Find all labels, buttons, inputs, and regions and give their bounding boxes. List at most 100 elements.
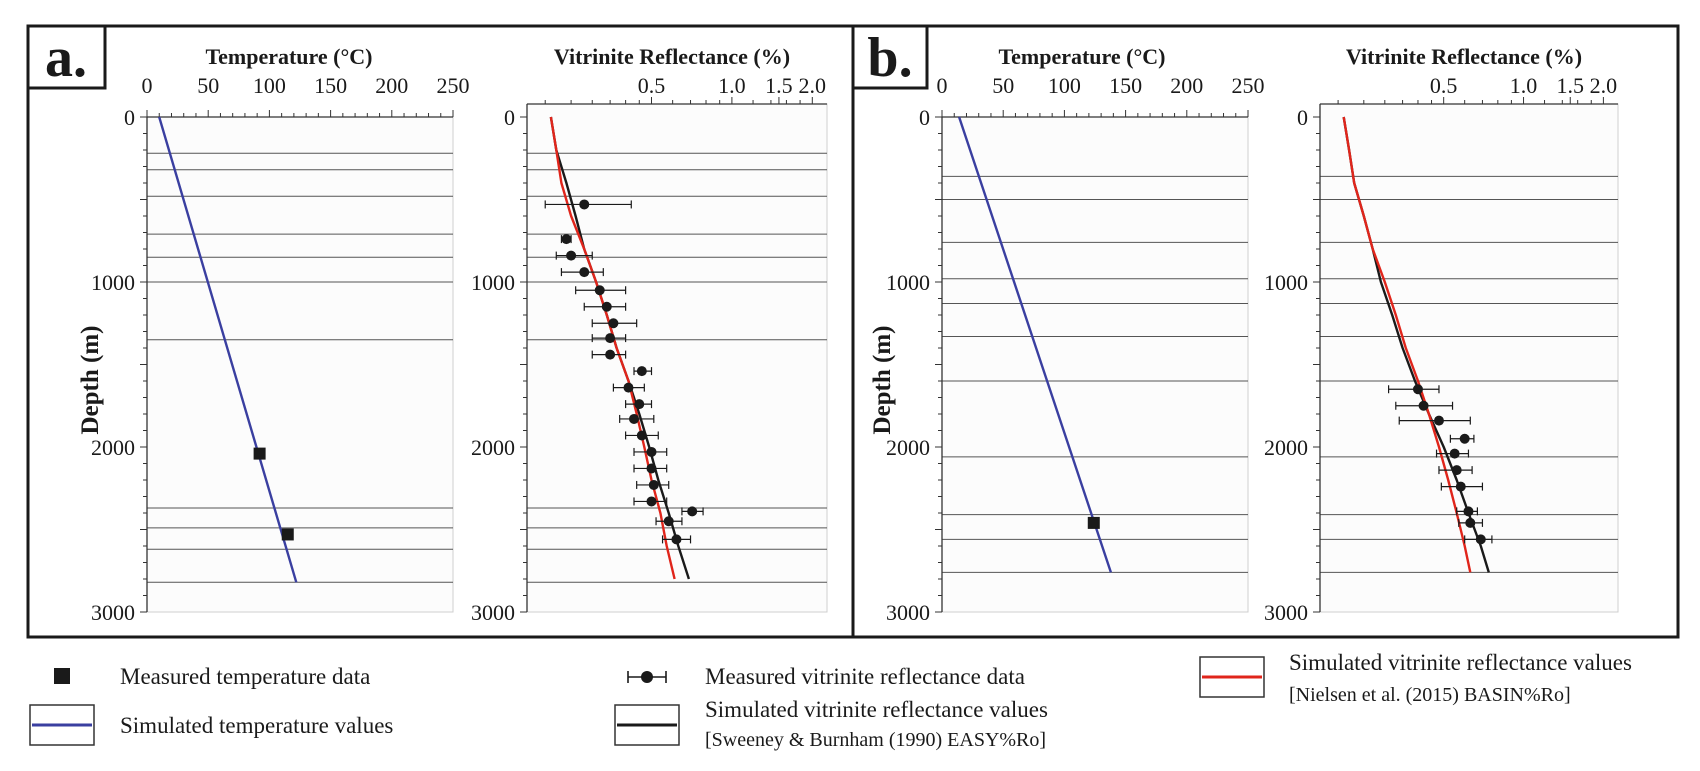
x-tick-label: 0.5 — [638, 73, 666, 98]
measured-vr-point — [629, 413, 640, 424]
x-tick-label: 200 — [1170, 73, 1203, 98]
y-tick-label: 2000 — [471, 435, 515, 460]
measured-vr-point — [605, 349, 616, 360]
y-tick-label: 3000 — [1264, 600, 1308, 625]
panel-b-label-box — [851, 24, 929, 90]
measured-vr-point — [1451, 465, 1462, 476]
legend: Measured temperature data Simulated temp… — [29, 650, 1632, 751]
measured-vr-point — [605, 333, 616, 344]
y-axis-label: Depth (m) — [869, 325, 896, 434]
measured-vr-point — [566, 250, 577, 261]
y-tick-label: 1000 — [471, 270, 515, 295]
legend-simulated-vr-basin-ref: [Nielsen et al. (2015) BASIN%Ro] — [1289, 684, 1571, 706]
legend-simulated-vr-basin: Simulated vitrinite reflectance values — [1289, 650, 1632, 675]
chart-title: Vitrinite Reflectance (%) — [1346, 44, 1582, 69]
panel-a-label-box — [26, 24, 107, 90]
y-axis-label: Depth (m) — [77, 325, 104, 434]
panel-b-frame — [851, 24, 1680, 639]
chart-title: Temperature (°C) — [205, 44, 372, 69]
measured-vr-point — [1418, 400, 1429, 411]
legend-temp-line-box — [29, 704, 95, 746]
measured-vr-point — [623, 382, 634, 393]
measured-temp-point — [281, 528, 294, 541]
measured-vr-point — [1465, 517, 1476, 528]
panel-a-temperature-chart: Temperature (°C) Depth (m) 0100020003000… — [77, 44, 470, 625]
measured-vr-point — [608, 318, 619, 329]
x-tick-label: 250 — [1232, 73, 1265, 98]
x-tick-label: 2.0 — [799, 73, 827, 98]
measured-vr-point — [1455, 481, 1466, 492]
y-tick-label: 3000 — [91, 600, 135, 625]
panel-b-vitrinite-chart: Vitrinite Reflectance (%) 0 1000 2000 3000 0… — [1264, 44, 1619, 625]
x-tick-label: 0 — [937, 73, 948, 98]
panel-a-label: a. — [45, 27, 87, 89]
y-tick-label: 0 — [919, 105, 930, 130]
y-tick-label: 3000 — [471, 600, 515, 625]
measured-vr-point — [648, 479, 659, 490]
legend-errorbar-marker-icon — [627, 671, 667, 683]
legend-simulated-vr-easy-ref: [Sweeney & Burnham (1990) EASY%Ro] — [705, 729, 1046, 751]
basin-ro-line — [1342, 116, 1472, 573]
temperature-line — [158, 116, 298, 583]
x-tick-label: 200 — [375, 73, 408, 98]
measured-vr-point — [634, 399, 645, 410]
x-tick-label: 100 — [253, 73, 286, 98]
plot-area — [526, 103, 828, 613]
panel-a-vitrinite-chart: Vitrinite Reflectance (%) 0 1000 2000 3000 0… — [471, 44, 828, 625]
legend-square-marker-icon — [54, 668, 70, 684]
measured-vr-point — [1449, 448, 1460, 459]
measured-vr-point — [579, 267, 590, 278]
x-tick-label: 50 — [197, 73, 219, 98]
x-tick-label: 50 — [992, 73, 1014, 98]
measured-vr-point — [646, 496, 657, 507]
x-tick-label: 2.0 — [1590, 73, 1618, 98]
x-tick-label: 100 — [1048, 73, 1081, 98]
legend-easy-line-box — [614, 704, 680, 746]
measured-vr-point — [671, 534, 682, 545]
panel-b-temperature-chart: Temperature (°C) Depth (m) 0100020003000… — [869, 44, 1265, 625]
y-tick-label: 1000 — [1264, 270, 1308, 295]
measured-vr-point — [636, 430, 647, 441]
measured-vr-point — [646, 463, 657, 474]
legend-basin-line-box — [1199, 656, 1265, 698]
y-tick-label: 0 — [1297, 105, 1308, 130]
y-tick-label: 0 — [124, 105, 135, 130]
x-tick-label: 150 — [1109, 73, 1142, 98]
plot-area — [146, 116, 454, 613]
x-tick-label: 1.0 — [1510, 73, 1538, 98]
measured-vr-point — [579, 199, 590, 210]
y-tick-label: 2000 — [91, 435, 135, 460]
legend-simulated-vr-easy: Simulated vitrinite reflectance values — [705, 697, 1048, 722]
measured-vr-point — [636, 366, 647, 377]
measured-temp-point — [253, 447, 266, 460]
legend-measured-temp: Measured temperature data — [120, 664, 370, 689]
y-tick-label: 2000 — [1264, 435, 1308, 460]
measured-vr-point — [1412, 384, 1423, 395]
legend-measured-vr: Measured vitrinite reflectance data — [705, 664, 1025, 689]
legend-simulated-temp: Simulated temperature values — [120, 713, 393, 738]
x-tick-label: 1.5 — [765, 73, 793, 98]
measured-vr-point — [646, 446, 657, 457]
y-tick-label: 1000 — [886, 270, 930, 295]
y-tick-label: 3000 — [886, 600, 930, 625]
measured-vr-point — [601, 301, 612, 312]
chart-title: Temperature (°C) — [998, 44, 1165, 69]
x-tick-label: 150 — [314, 73, 347, 98]
measured-vr-point — [1463, 506, 1474, 517]
plot-area — [941, 116, 1249, 613]
measured-vr-point — [1475, 534, 1486, 545]
x-tick-label: 1.5 — [1557, 73, 1585, 98]
temperature-line — [957, 116, 1113, 573]
measured-vr-point — [1459, 433, 1470, 444]
measured-vr-point — [687, 506, 698, 517]
x-tick-label: 0.5 — [1430, 73, 1458, 98]
measured-vr-point — [594, 285, 605, 296]
measured-vr-point — [1433, 415, 1444, 426]
chart-title: Vitrinite Reflectance (%) — [554, 44, 790, 69]
y-tick-label: 2000 — [886, 435, 930, 460]
measured-temp-point — [1087, 516, 1100, 529]
x-tick-label: 0 — [142, 73, 153, 98]
x-tick-label: 1.0 — [718, 73, 746, 98]
panel-b-label: b. — [867, 27, 912, 89]
